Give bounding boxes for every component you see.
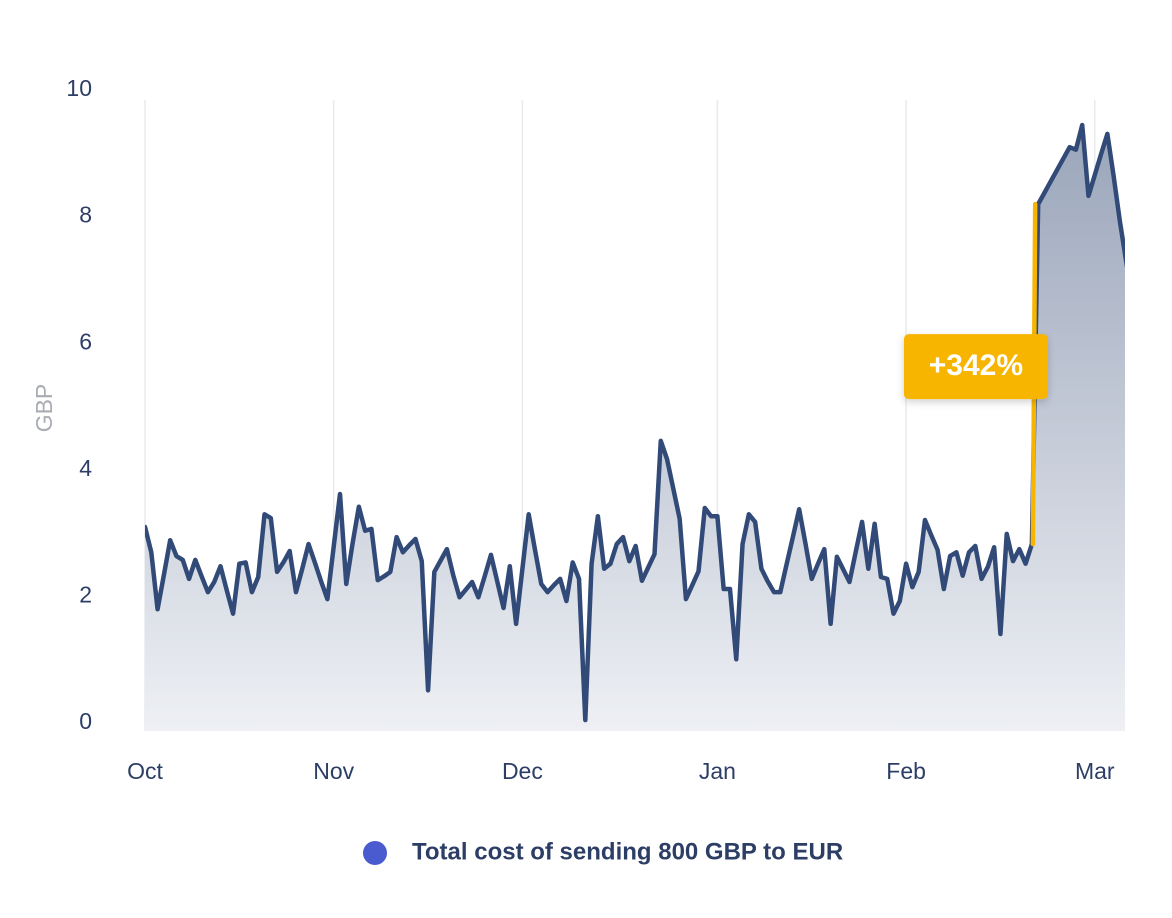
y-tick-label: 0 bbox=[79, 708, 92, 734]
y-tick-label: 2 bbox=[79, 581, 92, 607]
y-tick-label: 4 bbox=[79, 455, 92, 481]
x-tick-label: Oct bbox=[127, 758, 163, 784]
x-tick-label: Mar bbox=[1075, 758, 1115, 784]
y-tick-label: 8 bbox=[79, 202, 92, 228]
annotation-box bbox=[903, 334, 1048, 400]
y-tick-label: 10 bbox=[66, 75, 92, 101]
x-tick-label: Nov bbox=[313, 758, 354, 784]
x-tick-label: Feb bbox=[886, 758, 926, 784]
y-tick-label: 6 bbox=[79, 328, 92, 354]
labels: 0 2 4 6 8 10 Oct Nov Dec Jan Feb Mar +342% bbox=[66, 75, 1115, 784]
legend-marker bbox=[363, 841, 387, 865]
line bbox=[145, 122, 1125, 723]
x-tick-label: Jan bbox=[699, 758, 736, 784]
area bbox=[145, 125, 1125, 731]
y-axis-label: GBP bbox=[31, 384, 57, 433]
x-tick-label: Dec bbox=[502, 758, 543, 784]
legend-label: Total cost of sending 800 GBP to EUR bbox=[412, 838, 843, 865]
plot bbox=[145, 122, 1125, 731]
annotation-label: +342% bbox=[929, 349, 1023, 382]
